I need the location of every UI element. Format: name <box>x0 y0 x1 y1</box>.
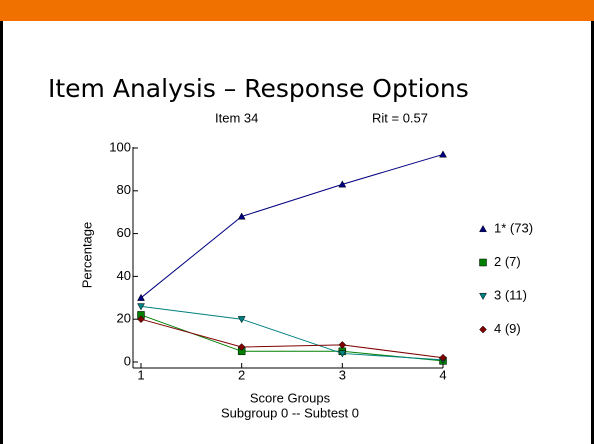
chart-title: Item Analysis – Response Options <box>48 74 469 103</box>
y-tick-label: 40 <box>117 268 131 283</box>
data-point <box>237 316 246 324</box>
legend-label: 1* (73) <box>494 220 533 235</box>
data-point <box>137 293 145 301</box>
series-line <box>140 153 444 299</box>
y-tick-label: 80 <box>117 182 131 197</box>
legend-marker <box>479 224 487 233</box>
x-axis-label: Subgroup 0 -- Subtest 0 <box>221 405 359 420</box>
subtitle: Item 34 <box>215 110 258 125</box>
x-axis-label: Score Groups <box>250 390 331 405</box>
data-point <box>237 212 246 220</box>
legend-marker <box>479 258 487 267</box>
x-tick-label: 4 <box>439 367 446 382</box>
y-tick-label: 60 <box>117 225 131 240</box>
y-tick-label: 0 <box>124 353 131 368</box>
x-tick-label: 3 <box>339 367 346 382</box>
data-point <box>338 350 347 358</box>
series-line <box>140 305 444 361</box>
y-tick-label: 100 <box>109 139 131 154</box>
legend-label: 4 (9) <box>494 321 521 336</box>
x-tick-label: 1 <box>137 367 144 382</box>
data-point <box>237 343 246 351</box>
data-point <box>439 353 447 362</box>
x-tick-label: 2 <box>238 367 245 382</box>
header-band <box>0 0 594 21</box>
data-point <box>137 315 145 324</box>
data-point <box>338 341 347 349</box>
y-tick-label: 20 <box>117 311 131 326</box>
slide-edge <box>591 21 594 444</box>
series-line <box>140 318 444 359</box>
data-point <box>137 311 145 319</box>
data-point <box>439 150 447 158</box>
data-point <box>338 180 347 188</box>
legend-label: 2 (7) <box>494 254 521 269</box>
slide-edge <box>0 21 3 444</box>
legend-marker <box>479 292 487 301</box>
y-axis-label: Percentage <box>79 222 94 289</box>
legend-label: 3 (11) <box>494 287 527 302</box>
subtitle: Rit = 0.57 <box>372 110 428 125</box>
data-point <box>137 303 145 311</box>
legend-marker <box>479 325 487 334</box>
